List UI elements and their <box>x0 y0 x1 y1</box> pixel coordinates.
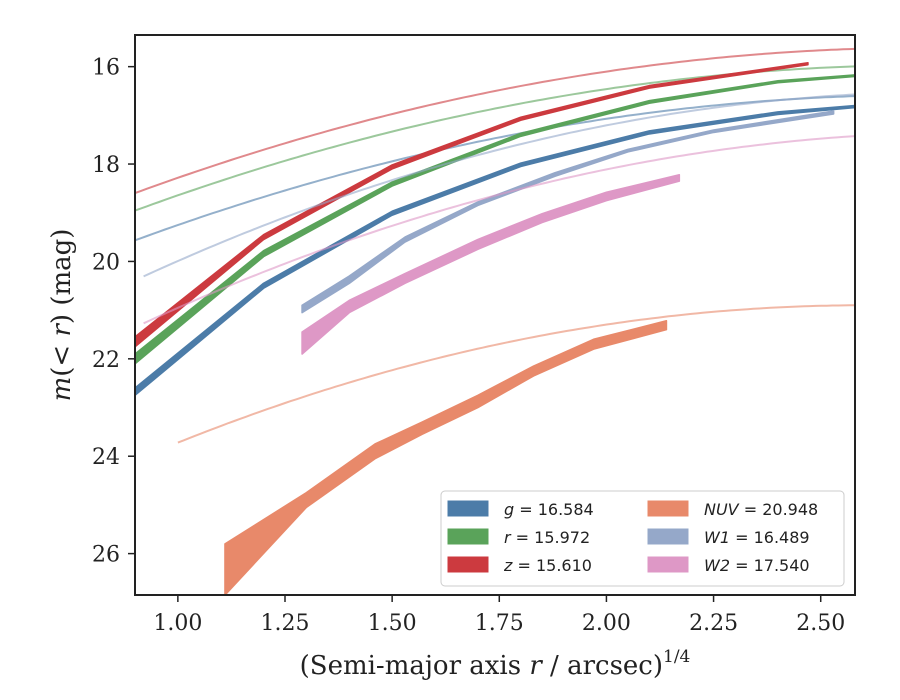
x-tick-label: 1.00 <box>153 611 202 636</box>
y-tick-label: 16 <box>92 56 120 81</box>
legend: g = 16.584 r = 15.972 z = 15.610 NUV = 20.9… <box>440 490 845 587</box>
series-g-model-curve <box>135 95 855 242</box>
legend-item-z: z = 15.610 <box>447 556 592 575</box>
legend-swatch <box>647 556 689 573</box>
series-nuv-measured-band <box>224 319 668 595</box>
series-w1 <box>143 93 855 314</box>
legend-swatch <box>647 500 689 517</box>
series-w2-measured-band <box>301 174 681 355</box>
series-w1-model-curve <box>143 93 855 278</box>
x-tick-label: 1.75 <box>475 611 524 636</box>
series-z-measured-band <box>135 61 809 348</box>
legend-label: W2 = 17.540 <box>704 556 810 575</box>
legend-item-nuv: NUV = 20.948 <box>647 500 818 519</box>
legend-swatch <box>447 556 489 573</box>
legend-label: z = 15.610 <box>503 556 592 575</box>
series-nuv-model-curve <box>177 304 855 444</box>
x-tick-label: 2.25 <box>689 611 738 636</box>
y-tick-label: 22 <box>92 348 120 373</box>
x-tick-label: 1.25 <box>261 611 310 636</box>
legend-label: NUV = 20.948 <box>704 500 818 519</box>
x-tick-label: 2.50 <box>796 611 845 636</box>
series-z <box>135 47 855 348</box>
y-axis-label: m(< r) (mag) <box>47 229 77 402</box>
legend-item-w2: W2 = 17.540 <box>647 556 810 575</box>
legend-swatch <box>647 528 689 545</box>
legend-label: r = 15.972 <box>504 528 590 547</box>
legend-item-g: g = 16.584 <box>447 500 594 519</box>
y-tick-label: 18 <box>92 153 120 178</box>
series-layer <box>135 47 855 595</box>
plot-frame <box>134 34 856 596</box>
series-w2 <box>143 135 855 355</box>
series-w2-model-curve <box>143 135 855 325</box>
x-tick-label: 1.50 <box>368 611 417 636</box>
y-tick-label: 26 <box>92 543 120 568</box>
series-z-model-curve <box>135 47 855 195</box>
series-g <box>135 95 855 397</box>
legend-label: W1 = 16.489 <box>704 528 810 547</box>
series-r-measured-band <box>135 74 855 365</box>
series-w1-measured-band <box>301 110 835 314</box>
x-axis-label: (Semi-major axis r / arcsec)1/4 <box>300 647 691 681</box>
x-tick-label: 2.00 <box>582 611 631 636</box>
legend-frame <box>440 490 845 587</box>
ticks-layer: 1.00 1.25 1.50 1.75 2.00 2.25 2.50 16 18 20 22 24 26 <box>92 56 845 636</box>
legend-swatch <box>447 528 489 545</box>
legend-item-r: r = 15.972 <box>447 528 590 547</box>
legend-item-w1: W1 = 16.489 <box>647 528 810 547</box>
series-g-measured-band <box>135 104 855 397</box>
series-nuv <box>177 304 855 595</box>
legend-label: g = 16.584 <box>504 500 594 519</box>
legend-swatch <box>447 500 489 517</box>
y-tick-label: 20 <box>92 250 120 275</box>
y-tick-label: 24 <box>92 445 120 470</box>
